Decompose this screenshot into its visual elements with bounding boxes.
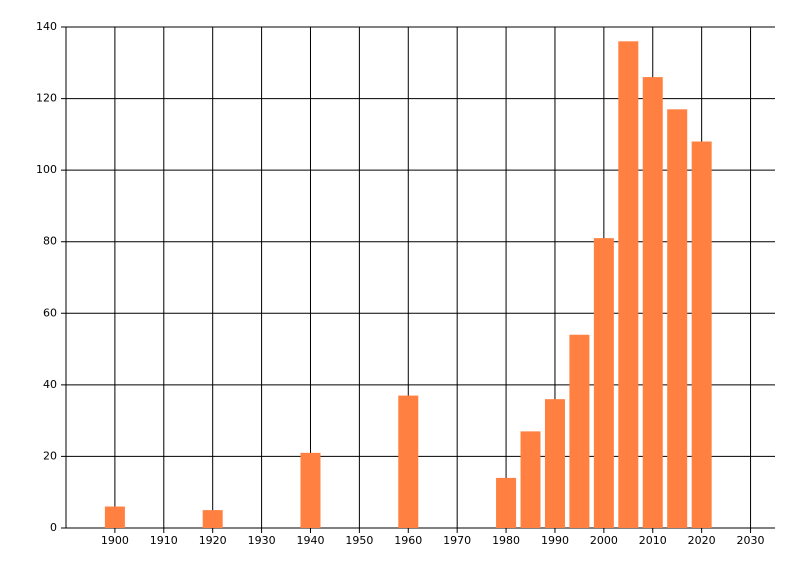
- x-tick-label: 1930: [248, 534, 276, 547]
- bar: [593, 238, 614, 528]
- x-tick-label: 2000: [590, 534, 618, 547]
- bar: [544, 399, 565, 528]
- y-tick-label: 0: [50, 521, 57, 534]
- y-tick-label: 80: [43, 235, 57, 248]
- x-tick-label: 2020: [688, 534, 716, 547]
- x-tick-label: 1990: [541, 534, 569, 547]
- x-tick-label: 1980: [492, 534, 520, 547]
- x-tick-label: 2030: [737, 534, 765, 547]
- y-tick-label: 20: [43, 449, 57, 462]
- bar: [520, 431, 541, 528]
- bar: [667, 109, 688, 529]
- y-tick-label: 140: [36, 20, 57, 33]
- y-tick-label: 40: [43, 378, 57, 391]
- y-tick-label: 100: [36, 163, 57, 176]
- bar: [496, 477, 517, 528]
- x-tick-label: 2010: [639, 534, 667, 547]
- x-tick-label: 1950: [345, 534, 373, 547]
- y-tick-label: 120: [36, 92, 57, 105]
- x-tick-label: 1900: [101, 534, 129, 547]
- x-tick-label: 1910: [150, 534, 178, 547]
- bar: [618, 41, 639, 529]
- bar: [642, 77, 663, 528]
- bar: [569, 334, 590, 528]
- bar: [691, 141, 712, 528]
- x-tick-label: 1970: [443, 534, 471, 547]
- x-tick-label: 1940: [296, 534, 324, 547]
- x-tick-label: 1920: [199, 534, 227, 547]
- bar: [398, 395, 419, 528]
- y-tick-label: 60: [43, 306, 57, 319]
- bar: [202, 510, 223, 528]
- bar: [104, 506, 125, 528]
- bar: [300, 452, 321, 528]
- x-tick-label: 1960: [394, 534, 422, 547]
